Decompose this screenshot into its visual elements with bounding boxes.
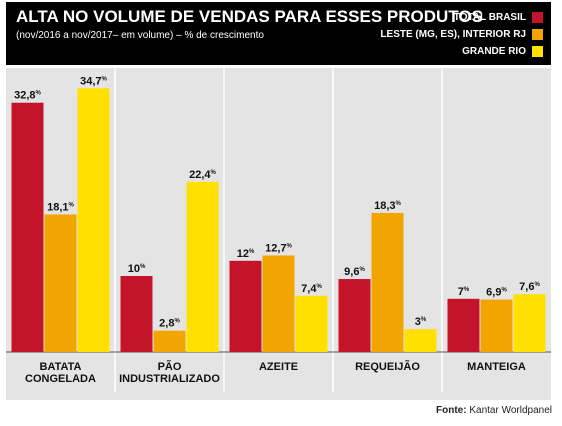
bar-1-2 [262, 255, 295, 352]
legend-swatch-grande-rio [532, 45, 543, 57]
category-label: REQUEIJÃO [355, 360, 420, 373]
bar-0-2 [229, 260, 262, 352]
bar-0-0 [11, 102, 44, 352]
data-label: 18,3% [374, 200, 401, 212]
legend-swatch-total-brasil [532, 11, 543, 23]
data-label: 32,8% [14, 90, 41, 102]
data-label: 10% [128, 263, 146, 275]
legend-label-leste: LESTE (MG, ES), INTERIOR RJ [380, 28, 526, 40]
data-label: 7% [458, 286, 470, 298]
data-label-unit: % [534, 282, 540, 288]
data-label-unit: % [249, 249, 255, 255]
data-label: 7,6% [519, 281, 540, 293]
data-label-unit: % [464, 287, 470, 293]
category-label-line: BATATA [40, 361, 82, 373]
bar-0-4 [447, 298, 480, 352]
data-label-unit: % [36, 91, 42, 97]
source-note: Fonte: Kantar Worldpanel [436, 405, 552, 416]
category-label-line: INDUSTRIALIZADO [119, 373, 220, 385]
source-label: Fonte: [436, 405, 467, 416]
category-label: PÃO INDUSTRIALIZADO [119, 360, 220, 385]
data-label-unit: % [174, 319, 180, 325]
data-label-unit: % [102, 76, 108, 82]
bar-chart: 32,8% 18,1% 34,7% BATATA CONGELADA 10% 2,8% 22,… [6, 68, 551, 392]
legend-item-total-brasil: TOTAL BRASIL [454, 10, 543, 24]
plot-area: 32,8% 18,1% 34,7% BATATA CONGELADA 10% 2,8% 22,… [6, 68, 551, 400]
data-label-unit: % [421, 317, 427, 323]
bar-0-3 [338, 279, 371, 352]
bar-1-0 [44, 214, 77, 352]
category-label: BATATA CONGELADA [25, 361, 96, 385]
data-label: 9,6% [344, 266, 365, 278]
chart-header: ALTA NO VOLUME DE VENDAS PARA ESSES PROD… [6, 2, 551, 65]
bar-2-0 [77, 88, 110, 352]
legend-swatch-leste [532, 28, 543, 40]
data-label: 3% [415, 316, 427, 328]
legend-item-grande-rio: GRANDE RIO [462, 44, 543, 58]
data-label: 18,1% [47, 201, 74, 213]
data-label-unit: % [501, 288, 507, 294]
data-label: 34,7% [80, 75, 107, 87]
legend-label-grande-rio: GRANDE RIO [462, 45, 526, 57]
category-label-line: MANTEIGA [467, 361, 526, 373]
data-label: 6,9% [486, 287, 507, 299]
source-text: Kantar Worldpanel [469, 405, 552, 416]
data-label: 2,8% [159, 318, 180, 330]
category-label-line: PÃO [158, 360, 182, 373]
category-label-line: CONGELADA [25, 373, 96, 385]
bar-1-4 [480, 299, 513, 352]
bar-0-1 [120, 276, 153, 352]
bar-2-4 [513, 294, 546, 352]
bar-2-3 [404, 329, 437, 352]
data-label-unit: % [287, 243, 293, 249]
bar-1-1 [153, 330, 186, 352]
legend-label-total-brasil: TOTAL BRASIL [453, 11, 526, 23]
data-label-unit: % [140, 264, 146, 270]
data-label: 12,7% [265, 242, 292, 254]
data-label-unit: % [316, 284, 322, 290]
bar-2-2 [295, 295, 328, 352]
data-label-unit: % [211, 170, 217, 176]
category-label-line: REQUEIJÃO [355, 360, 420, 373]
bar-1-3 [371, 212, 404, 352]
data-label-unit: % [69, 202, 75, 208]
data-label: 12% [237, 248, 255, 260]
data-label: 7,4% [301, 283, 322, 295]
category-label: MANTEIGA [467, 361, 526, 373]
data-label-unit: % [359, 267, 365, 273]
bar-2-1 [186, 181, 219, 352]
category-label: AZEITE [259, 361, 298, 373]
data-label-unit: % [396, 201, 402, 207]
category-label-line: AZEITE [259, 361, 298, 373]
chart-title: ALTA NO VOLUME DE VENDAS PARA ESSES PROD… [16, 7, 483, 26]
chart-subtitle: (nov/2016 a nov/2017– em volume) – % de … [16, 30, 264, 41]
data-label: 22,4% [189, 169, 216, 181]
legend-item-leste: LESTE (MG, ES), INTERIOR RJ [380, 27, 543, 41]
